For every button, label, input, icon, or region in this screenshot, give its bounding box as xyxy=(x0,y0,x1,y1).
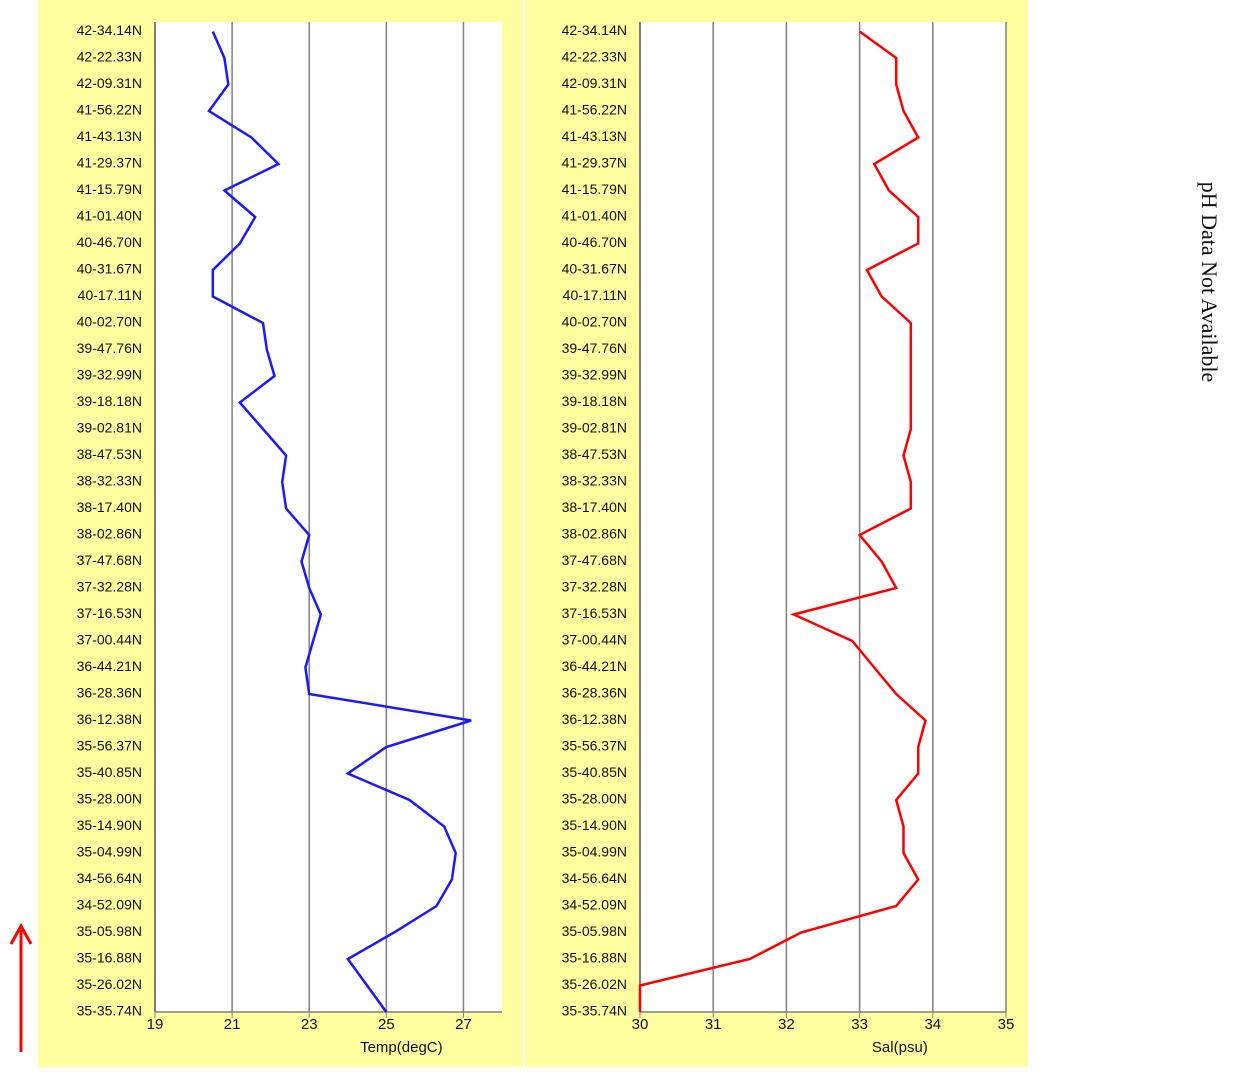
x-tick-label: 21 xyxy=(224,1016,241,1033)
y-tick-label: 35-16.88N xyxy=(562,950,627,966)
y-tick-label: 35-35.74N xyxy=(562,1003,627,1019)
x-tick-label: 33 xyxy=(851,1016,868,1033)
data-line xyxy=(207,30,472,1013)
y-tick-label: 39-18.18N xyxy=(562,393,627,409)
y-tick-label: 38-32.33N xyxy=(77,473,142,489)
y-tick-label: 35-35.74N xyxy=(77,1003,142,1019)
y-tick-label: 35-04.99N xyxy=(77,844,142,860)
y-tick-label: 42-22.33N xyxy=(562,49,627,65)
y-tick-label: 36-28.36N xyxy=(562,685,627,701)
y-tick-label: 37-16.53N xyxy=(562,605,627,621)
y-tick-label: 35-56.37N xyxy=(562,738,627,754)
y-tick-label: 35-05.98N xyxy=(562,923,627,939)
x-tick-label: 19 xyxy=(147,1016,164,1033)
x-axis-label: Temp(degC) xyxy=(360,1039,443,1056)
y-tick-label: 36-12.38N xyxy=(77,711,142,727)
x-tick-label: 23 xyxy=(301,1016,318,1033)
y-tick-label: 37-16.53N xyxy=(77,605,142,621)
y-tick-label: 37-47.68N xyxy=(562,552,627,568)
chart-panel: 19 21 23 25 27 42-34.14N 42-22.33N 42-09.31N 41-… xyxy=(38,0,523,1067)
y-tick-label: 42-34.14N xyxy=(562,22,627,38)
y-tick-label: 38-47.53N xyxy=(562,446,627,462)
y-tick-label: 35-16.88N xyxy=(77,950,142,966)
y-tick-label: 37-47.68N xyxy=(77,552,142,568)
y-tick-label: 34-52.09N xyxy=(77,897,142,913)
y-tick-label: 36-44.21N xyxy=(77,658,142,674)
y-tick-label: 40-17.11N xyxy=(563,287,627,303)
y-tick-label: 36-12.38N xyxy=(562,711,627,727)
y-tick-label: 35-14.90N xyxy=(562,817,627,833)
y-tick-label: 35-28.00N xyxy=(562,791,627,807)
x-tick-label: 35 xyxy=(998,1016,1015,1033)
y-tick-label: 35-26.02N xyxy=(77,976,142,992)
y-tick-label: 35-14.90N xyxy=(77,817,142,833)
x-tick-label: 30 xyxy=(632,1016,649,1033)
x-tick-label: 32 xyxy=(778,1016,795,1033)
plot-area xyxy=(640,22,1006,1012)
y-tick-label: 42-22.33N xyxy=(77,49,142,65)
direction-arrow xyxy=(9,922,33,1052)
y-tick-label: 35-26.02N xyxy=(562,976,627,992)
y-tick-label: 40-31.67N xyxy=(77,261,142,277)
chart-panel: 30 31 32 33 34 35 42-34.14N 42-22.33N 42-09.31N 4… xyxy=(525,0,1028,1067)
y-tick-label: 36-28.36N xyxy=(77,685,142,701)
y-tick-label: 38-02.86N xyxy=(562,526,627,542)
ph-note: pH Data Not Available xyxy=(1197,182,1222,383)
y-tick-label: 38-17.40N xyxy=(77,499,142,515)
y-tick-label: 37-00.44N xyxy=(77,632,142,648)
plot-area xyxy=(155,22,502,1012)
y-tick-label: 35-40.85N xyxy=(562,764,627,780)
x-tick-label: 27 xyxy=(455,1016,472,1033)
data-line xyxy=(638,30,927,1012)
y-tick-label: 39-02.81N xyxy=(77,420,142,436)
y-tick-label: 37-00.44N xyxy=(562,632,627,648)
y-tick-label: 38-32.33N xyxy=(562,473,627,489)
y-tick-label: 40-31.67N xyxy=(562,261,627,277)
y-tick-label: 39-47.76N xyxy=(562,340,627,356)
y-tick-label: 38-17.40N xyxy=(562,499,627,515)
y-tick-label: 35-40.85N xyxy=(77,764,142,780)
y-tick-label: 40-46.70N xyxy=(77,234,142,250)
y-tick-label: 41-15.79N xyxy=(562,181,627,197)
y-tick-label: 40-17.11N xyxy=(78,287,142,303)
y-tick-label: 41-29.37N xyxy=(77,155,142,171)
y-tick-label: 40-02.70N xyxy=(77,314,142,330)
y-tick-label: 35-56.37N xyxy=(77,738,142,754)
x-axis-label: Sal(psu) xyxy=(872,1039,928,1056)
y-tick-label: 41-56.22N xyxy=(562,102,627,118)
y-tick-label: 34-56.64N xyxy=(562,870,627,886)
y-tick-label: 39-32.99N xyxy=(77,367,142,383)
x-tick-label: 31 xyxy=(705,1016,722,1033)
y-tick-label: 41-15.79N xyxy=(77,181,142,197)
y-tick-label: 41-29.37N xyxy=(562,155,627,171)
y-tick-label: 41-43.13N xyxy=(562,128,627,144)
y-tick-label: 41-43.13N xyxy=(77,128,142,144)
y-tick-label: 34-52.09N xyxy=(562,897,627,913)
y-tick-label: 35-04.99N xyxy=(562,844,627,860)
y-tick-label: 35-05.98N xyxy=(77,923,142,939)
y-tick-label: 38-02.86N xyxy=(77,526,142,542)
y-tick-label: 42-09.31N xyxy=(77,75,142,91)
y-tick-label: 39-47.76N xyxy=(77,340,142,356)
y-tick-label: 39-02.81N xyxy=(562,420,627,436)
y-tick-label: 36-44.21N xyxy=(562,658,627,674)
y-tick-label: 39-18.18N xyxy=(77,393,142,409)
y-tick-label: 41-01.40N xyxy=(77,208,142,224)
y-tick-label: 39-32.99N xyxy=(562,367,627,383)
y-tick-label: 41-01.40N xyxy=(562,208,627,224)
y-tick-label: 38-47.53N xyxy=(77,446,142,462)
y-tick-label: 37-32.28N xyxy=(562,579,627,595)
y-tick-label: 42-09.31N xyxy=(562,75,627,91)
y-tick-label: 42-34.14N xyxy=(77,22,142,38)
y-tick-label: 34-56.64N xyxy=(77,870,142,886)
x-tick-label: 34 xyxy=(924,1016,941,1033)
y-tick-label: 41-56.22N xyxy=(77,102,142,118)
y-tick-label: 40-02.70N xyxy=(562,314,627,330)
y-tick-label: 40-46.70N xyxy=(562,234,627,250)
y-tick-label: 37-32.28N xyxy=(77,579,142,595)
y-tick-label: 35-28.00N xyxy=(77,791,142,807)
x-tick-label: 25 xyxy=(378,1016,395,1033)
